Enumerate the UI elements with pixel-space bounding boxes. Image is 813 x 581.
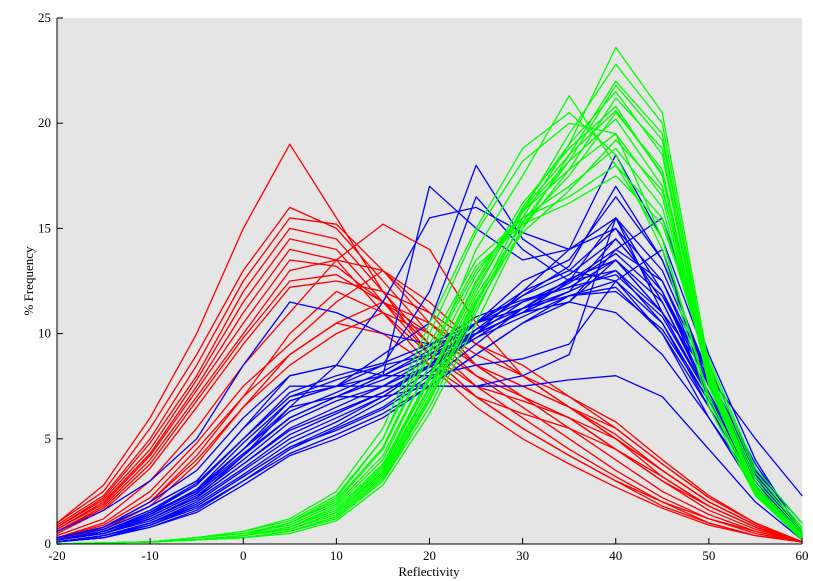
series-line-group1-15 — [56, 185, 803, 543]
x-tick-label: 50 — [702, 548, 715, 563]
series-line-group2-17 — [56, 109, 803, 545]
series-line-group1-24 — [56, 252, 803, 541]
series-line-group2-15 — [56, 175, 803, 545]
x-tick-label: -20 — [48, 548, 65, 563]
series-line-group0-11 — [56, 269, 803, 543]
x-ticks: -20 -10 0 10 20 30 40 50 60 — [48, 538, 809, 563]
x-tick-label: 10 — [330, 548, 343, 563]
x-axis-label: Reflectivity — [398, 564, 460, 579]
y-ticks: 0 5 10 15 20 25 — [38, 10, 63, 551]
series-line-group1-21 — [56, 301, 803, 541]
y-tick-label: 5 — [45, 431, 52, 446]
x-tick-label: -10 — [141, 548, 158, 563]
x-tick-label: 20 — [423, 548, 436, 563]
y-tick-label: 20 — [38, 115, 51, 130]
y-tick-label: 10 — [38, 326, 51, 341]
series-lines — [56, 46, 803, 545]
y-tick-label: 25 — [38, 10, 51, 25]
series-line-group1-25 — [56, 274, 803, 541]
x-tick-label: 30 — [516, 548, 529, 563]
y-tick-label: 0 — [45, 536, 52, 551]
y-tick-label: 15 — [38, 220, 51, 235]
x-tick-label: 60 — [796, 548, 809, 563]
x-tick-label: 0 — [240, 548, 247, 563]
x-tick-label: 40 — [609, 548, 622, 563]
y-axis-label: % Frequency — [21, 246, 36, 315]
